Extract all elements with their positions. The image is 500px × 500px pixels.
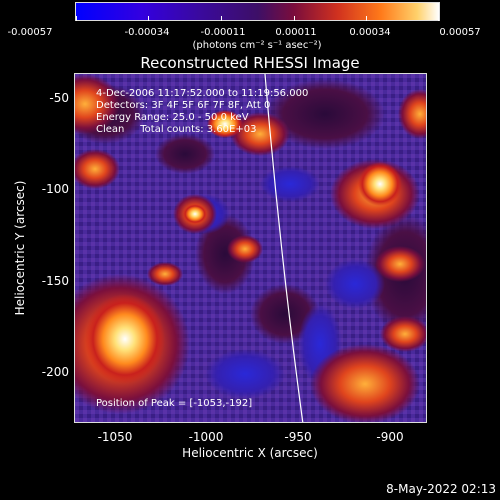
info-peak-position: Position of Peak = [-1053,-192] — [96, 398, 253, 409]
rhessi-image-plot — [74, 73, 427, 423]
plot-title: Reconstructed RHESSI Image — [140, 54, 360, 72]
date-stamp: 8-May-2022 02:13 — [386, 482, 496, 496]
y-tick-label: -50 — [49, 91, 69, 105]
x-tick-label: -900 — [376, 430, 404, 444]
x-tick-label: -1050 — [97, 430, 133, 444]
info-clean-counts: Clean Total counts: 3.60E+03 — [96, 124, 257, 135]
x-tick-label: -1000 — [188, 430, 224, 444]
y-tick-label: -200 — [41, 365, 69, 379]
info-detectors: Detectors: 3F 4F 5F 6F 7F 8F, Att 0 — [96, 100, 271, 111]
colorbar-unit-label: (photons cm⁻² s⁻¹ asec⁻²) — [192, 40, 322, 51]
colorbar-tick-label: -0.00011 — [200, 27, 246, 38]
y-axis-title: Heliocentric Y (arcsec) — [13, 180, 27, 316]
colorbar-tick-label: 0.00011 — [275, 27, 317, 38]
x-axis-title: Heliocentric X (arcsec) — [182, 446, 318, 460]
solar-limb-line — [264, 74, 304, 422]
info-time-range: 4-Dec-2006 11:17:52.000 to 11:19:56.000 — [96, 88, 309, 99]
info-energy-range: Energy Range: 25.0 - 50.0 keV — [96, 112, 249, 123]
colorbar-tick-label: 0.00034 — [349, 27, 391, 38]
colorbar-tick-label: -0.00034 — [124, 27, 170, 38]
y-tick-label: -100 — [41, 182, 69, 196]
colorbar — [75, 2, 440, 21]
y-tick-label: -150 — [41, 274, 69, 288]
x-tick-label: -950 — [284, 430, 312, 444]
colorbar-tick-label: 0.00057 — [439, 27, 481, 38]
colorbar-tick-label: -0.00057 — [7, 27, 53, 38]
